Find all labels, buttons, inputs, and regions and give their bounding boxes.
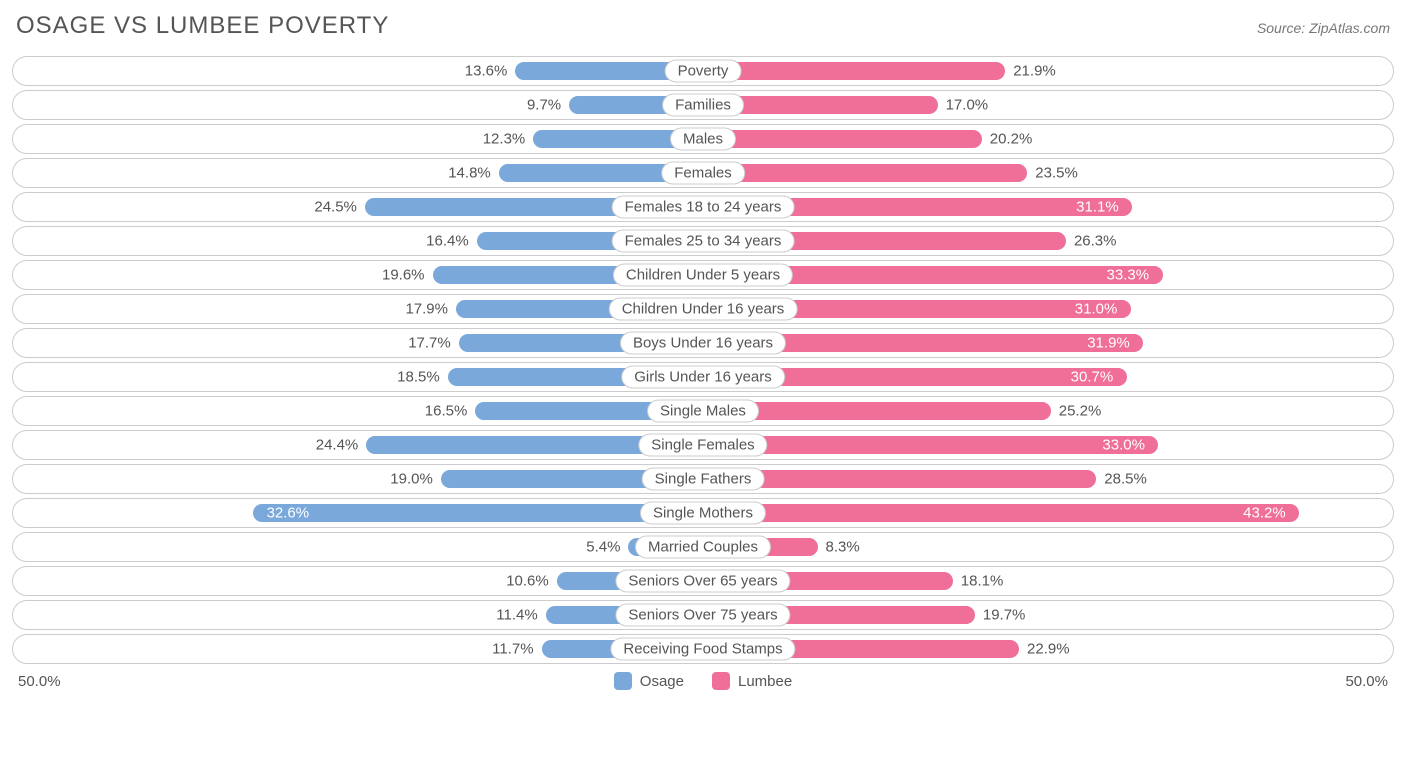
- bar-right: [703, 130, 982, 148]
- value-right: 31.1%: [1076, 199, 1119, 216]
- category-label: Married Couples: [635, 536, 771, 559]
- value-right: 28.5%: [1104, 471, 1147, 488]
- chart-row: 12.3% 20.2% Males: [12, 124, 1394, 154]
- value-left: 14.8%: [448, 165, 491, 182]
- chart-row: 17.9% 31.0% Children Under 16 years: [12, 294, 1394, 324]
- category-label: Children Under 16 years: [609, 298, 798, 321]
- value-left: 12.3%: [483, 131, 526, 148]
- legend: Osage Lumbee: [614, 672, 792, 690]
- value-right: 26.3%: [1074, 233, 1117, 250]
- value-right: 8.3%: [826, 539, 860, 556]
- chart-row: 13.6% 21.9% Poverty: [12, 56, 1394, 86]
- category-label: Receiving Food Stamps: [610, 638, 795, 661]
- value-left: 17.9%: [405, 301, 448, 318]
- chart-row: 24.5% 31.1% Females 18 to 24 years: [12, 192, 1394, 222]
- source-name: ZipAtlas.com: [1309, 20, 1390, 36]
- chart-footer: 50.0% Osage Lumbee 50.0%: [12, 672, 1394, 690]
- chart-row: 11.4% 19.7% Seniors Over 75 years: [12, 600, 1394, 630]
- bar-right: [703, 436, 1158, 454]
- chart-header: OSAGE VS LUMBEE POVERTY Source: ZipAtlas…: [12, 12, 1394, 40]
- category-label: Males: [670, 128, 736, 151]
- value-left: 32.6%: [267, 505, 310, 522]
- chart-row: 16.4% 26.3% Females 25 to 34 years: [12, 226, 1394, 256]
- chart-title: OSAGE VS LUMBEE POVERTY: [16, 12, 389, 40]
- value-right: 33.0%: [1102, 437, 1145, 454]
- legend-label-right: Lumbee: [738, 673, 792, 690]
- category-label: Boys Under 16 years: [620, 332, 786, 355]
- chart-row: 17.7% 31.9% Boys Under 16 years: [12, 328, 1394, 358]
- source-prefix: Source:: [1257, 20, 1309, 36]
- value-right: 23.5%: [1035, 165, 1078, 182]
- category-label: Seniors Over 65 years: [615, 570, 790, 593]
- value-left: 11.7%: [492, 641, 533, 658]
- legend-swatch-left: [614, 672, 632, 690]
- category-label: Girls Under 16 years: [621, 366, 785, 389]
- value-left: 11.4%: [496, 607, 537, 624]
- value-right: 17.0%: [946, 97, 989, 114]
- chart-row: 14.8% 23.5% Females: [12, 158, 1394, 188]
- value-left: 5.4%: [586, 539, 620, 556]
- value-left: 19.0%: [390, 471, 433, 488]
- value-left: 10.6%: [506, 573, 549, 590]
- category-label: Females: [661, 162, 745, 185]
- category-label: Families: [662, 94, 744, 117]
- bar-right: [703, 62, 1005, 80]
- category-label: Children Under 5 years: [613, 264, 793, 287]
- bar-right: [703, 504, 1299, 522]
- axis-max-left: 50.0%: [18, 673, 61, 690]
- value-left: 19.6%: [382, 267, 425, 284]
- value-left: 24.5%: [314, 199, 357, 216]
- value-right: 21.9%: [1013, 63, 1056, 80]
- bar-left: [253, 504, 703, 522]
- value-left: 17.7%: [408, 335, 451, 352]
- chart-row: 11.7% 22.9% Receiving Food Stamps: [12, 634, 1394, 664]
- value-right: 31.0%: [1075, 301, 1118, 318]
- chart-row: 18.5% 30.7% Girls Under 16 years: [12, 362, 1394, 392]
- value-right: 43.2%: [1243, 505, 1286, 522]
- value-right: 31.9%: [1087, 335, 1130, 352]
- category-label: Single Females: [638, 434, 767, 457]
- value-right: 18.1%: [961, 573, 1004, 590]
- chart-row: 5.4% 8.3% Married Couples: [12, 532, 1394, 562]
- legend-swatch-right: [712, 672, 730, 690]
- chart-row: 19.6% 33.3% Children Under 5 years: [12, 260, 1394, 290]
- chart-source: Source: ZipAtlas.com: [1257, 20, 1390, 36]
- chart-row: 19.0% 28.5% Single Fathers: [12, 464, 1394, 494]
- axis-max-right: 50.0%: [1345, 673, 1388, 690]
- category-label: Females 18 to 24 years: [612, 196, 795, 219]
- diverging-bar-chart: 13.6% 21.9% Poverty 9.7% 17.0% Families 12.3% 2…: [12, 56, 1394, 664]
- value-left: 24.4%: [316, 437, 359, 454]
- value-left: 18.5%: [397, 369, 440, 386]
- value-right: 25.2%: [1059, 403, 1102, 420]
- value-right: 22.9%: [1027, 641, 1070, 658]
- value-right: 30.7%: [1071, 369, 1114, 386]
- value-right: 20.2%: [990, 131, 1033, 148]
- category-label: Single Fathers: [642, 468, 765, 491]
- chart-row: 32.6% 43.2% Single Mothers: [12, 498, 1394, 528]
- category-label: Females 25 to 34 years: [612, 230, 795, 253]
- value-left: 13.6%: [465, 63, 508, 80]
- legend-item-left: Osage: [614, 672, 684, 690]
- value-left: 16.4%: [426, 233, 469, 250]
- legend-label-left: Osage: [640, 673, 684, 690]
- chart-row: 10.6% 18.1% Seniors Over 65 years: [12, 566, 1394, 596]
- category-label: Seniors Over 75 years: [615, 604, 790, 627]
- chart-row: 24.4% 33.0% Single Females: [12, 430, 1394, 460]
- chart-row: 9.7% 17.0% Families: [12, 90, 1394, 120]
- value-left: 9.7%: [527, 97, 561, 114]
- value-right: 19.7%: [983, 607, 1026, 624]
- chart-row: 16.5% 25.2% Single Males: [12, 396, 1394, 426]
- category-label: Poverty: [665, 60, 742, 83]
- category-label: Single Males: [647, 400, 759, 423]
- category-label: Single Mothers: [640, 502, 766, 525]
- value-right: 33.3%: [1107, 267, 1150, 284]
- value-left: 16.5%: [425, 403, 468, 420]
- bar-right: [703, 164, 1027, 182]
- legend-item-right: Lumbee: [712, 672, 792, 690]
